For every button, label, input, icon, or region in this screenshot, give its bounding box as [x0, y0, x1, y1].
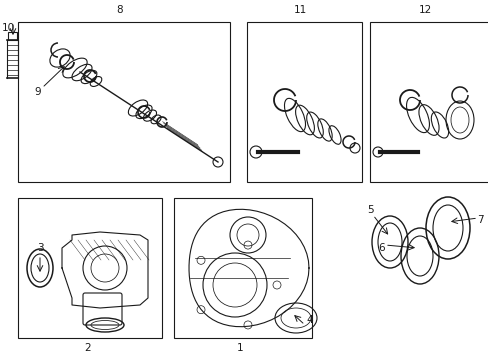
- Bar: [174, 198, 311, 338]
- Text: 5: 5: [366, 205, 372, 215]
- Text: 8: 8: [117, 5, 123, 15]
- Text: 9: 9: [35, 87, 41, 97]
- Bar: [18, 22, 229, 182]
- Bar: [8, 32, 17, 40]
- Text: 11: 11: [293, 5, 306, 15]
- Text: 4: 4: [306, 315, 313, 325]
- Text: 3: 3: [37, 243, 43, 253]
- Text: 12: 12: [418, 5, 431, 15]
- Text: 2: 2: [84, 343, 91, 353]
- Text: 10: 10: [1, 23, 15, 33]
- Text: 7: 7: [476, 215, 482, 225]
- Bar: [246, 22, 361, 182]
- Text: 6: 6: [378, 243, 385, 253]
- Bar: [369, 22, 488, 182]
- Text: 1: 1: [236, 343, 243, 353]
- Bar: [18, 198, 162, 338]
